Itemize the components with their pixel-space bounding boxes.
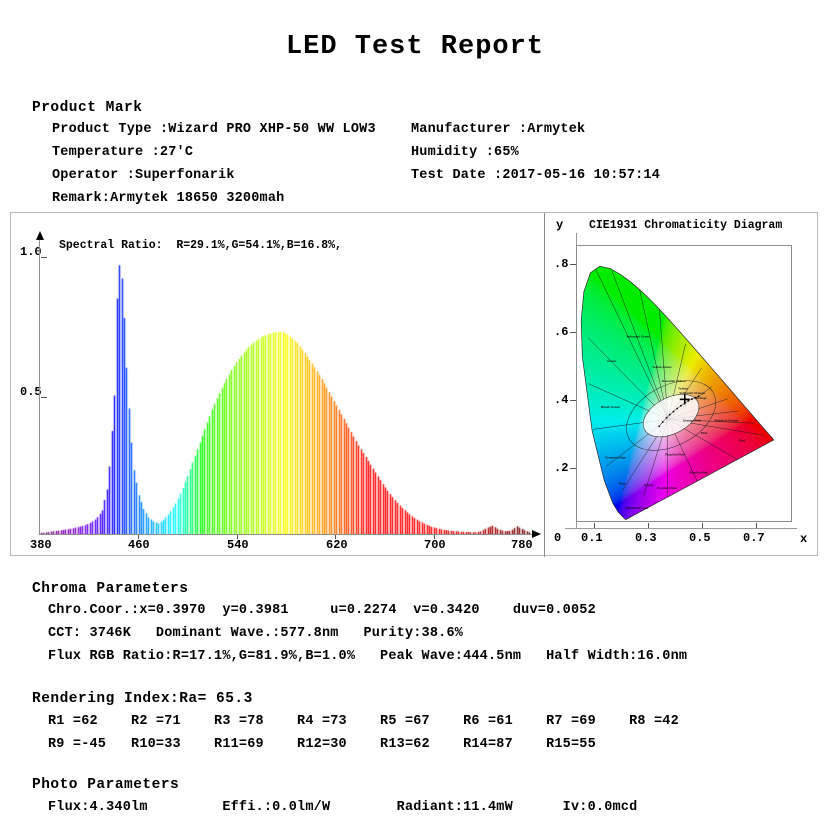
cie-y-axis-label: y: [556, 218, 563, 232]
cie-x-tick-07: 0.7: [743, 531, 765, 545]
charts-frame: 1.0 0.5 Spectral Ratio: R=29.1%,G=54.1%,…: [10, 212, 819, 557]
cie-origin-label: 0: [554, 531, 561, 545]
cie-x-tickmark: [756, 523, 757, 528]
spectral-x-tick-540: 540: [227, 538, 249, 552]
cie-y-tickmark: [570, 264, 576, 265]
spectral-x-tick-380: 380: [30, 538, 52, 552]
spectral-ratio-label: Spectral Ratio: R=29.1%,G=54.1%,B=16.8%,: [59, 239, 342, 252]
product-mark-heading: Product Mark: [32, 100, 142, 116]
chroma-flux-rgb-line: Flux RGB Ratio:R=17.1%,G=81.9%,B=1.0% Pe…: [48, 649, 687, 664]
cie-y-tick-08: .8: [554, 257, 568, 271]
page-title: LED Test Report: [0, 32, 830, 62]
cie-y-tickmark: [570, 468, 576, 469]
manufacturer-value: Manufacturer :Armytek: [411, 122, 585, 137]
chart-divider: [544, 213, 545, 557]
cie-y-tickmark: [570, 400, 576, 401]
cie-x-tick-01: 0.1: [581, 531, 603, 545]
spectral-y-axis-arrow-icon: [35, 231, 44, 240]
cie-measurement-marker: [679, 394, 690, 405]
spectral-x-tick-460: 460: [128, 538, 150, 552]
cie-y-tick-04: .4: [554, 393, 568, 407]
cie-diagram-area: Yellowish Green Green Yellow Green Greenish…: [576, 245, 792, 522]
cie-x-tickmark: [702, 523, 703, 528]
photo-parameters-heading: Photo Parameters: [32, 777, 179, 793]
spectral-x-tickmark: [335, 535, 336, 539]
spectral-x-tick-700: 700: [424, 538, 446, 552]
photo-parameters-row: Flux:4.340lm Effi.:0.0lm/W Radiant:11.4m…: [48, 800, 637, 815]
spectral-y-tick-0-5: 0.5: [20, 385, 42, 399]
cie-y-tick-06: .6: [554, 325, 568, 339]
spectral-y-tick-1: 1.0: [20, 245, 42, 259]
cie-x-tick-03: 0.3: [635, 531, 657, 545]
rendering-index-row-1: R1 =62 R2 =71 R3 =78 R4 =73 R5 =67 R6 =6…: [48, 714, 679, 729]
spectral-x-tick-620: 620: [326, 538, 348, 552]
chroma-heading: Chroma Parameters: [32, 581, 188, 597]
test-date-value: Test Date :2017-05-16 10:57:14: [411, 168, 660, 183]
spectral-chart: 1.0 0.5 Spectral Ratio: R=29.1%,G=54.1%,…: [11, 213, 544, 557]
chroma-cct-line: CCT: 3746K Dominant Wave.:577.8nm Purity…: [48, 626, 463, 641]
product-type-value: Product Type :Wizard PRO XHP-50 WW LOW3: [52, 122, 376, 137]
cie-x-axis: [565, 528, 797, 529]
temperature-value: Temperature :27'C: [52, 145, 193, 160]
spectral-y-axis: [39, 239, 40, 535]
operator-value: Operator :Superfonarik: [52, 168, 235, 183]
spectral-x-axis-arrow-icon: [532, 530, 541, 538]
spectral-plot-area: [40, 239, 532, 534]
cie-chart: y CIE1931 Chromaticity Diagram 0 x .8 .6…: [545, 213, 819, 557]
cie-x-tickmark: [648, 523, 649, 528]
spectral-x-tickmark: [138, 535, 139, 539]
spectral-x-tickmark: [237, 535, 238, 539]
remark-value: Remark:Armytek 18650 3200mah: [52, 191, 284, 206]
spectral-x-axis: [39, 534, 535, 535]
rendering-index-heading: Rendering Index:Ra= 65.3: [32, 691, 253, 707]
rendering-index-row-2: R9 =-45 R10=33 R11=69 R12=30 R13=62 R14=…: [48, 737, 596, 752]
spectral-x-tickmark: [434, 535, 435, 539]
cie-title: CIE1931 Chromaticity Diagram: [589, 219, 782, 232]
cie-y-tick-02: .2: [554, 461, 568, 475]
cie-x-tick-05: 0.5: [689, 531, 711, 545]
chroma-coordinates: Chro.Coor.:x=0.3970 y=0.3981 u=0.2274 v=…: [48, 603, 596, 618]
cie-y-tickmark: [570, 332, 576, 333]
cie-x-axis-label: x: [800, 532, 807, 546]
humidity-value: Humidity :65%: [411, 145, 519, 160]
spectral-x-tick-780: 780: [511, 538, 533, 552]
cie-x-tickmark: [594, 523, 595, 528]
